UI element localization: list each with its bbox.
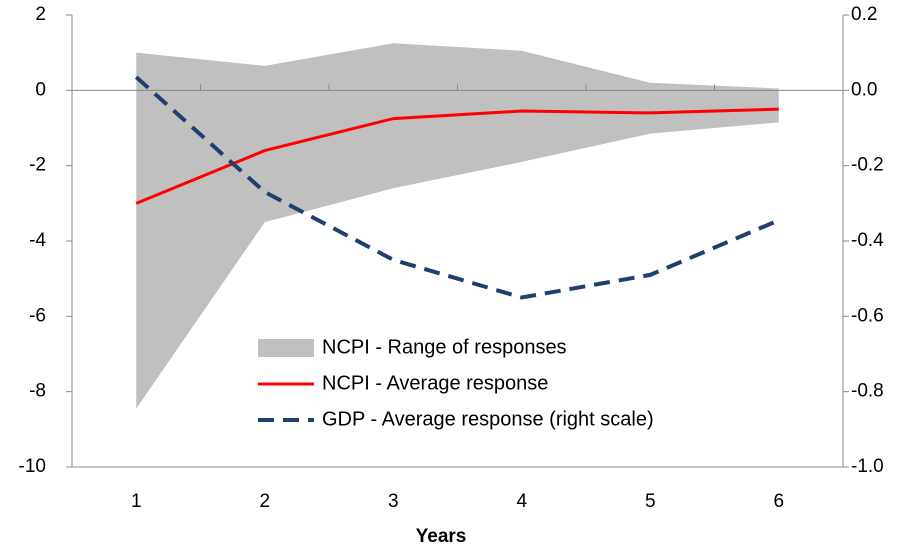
legend-label: GDP - Average response (right scale) [322,408,654,430]
range-area [136,43,779,409]
x-tick-label: 1 [131,491,142,512]
legend-label: NCPI - Range of responses [322,336,567,358]
y2-tick-label: -0.6 [851,305,884,326]
y2-tick-label: 0.2 [851,4,877,25]
y-tick-label: -6 [29,305,46,326]
y-tick-label: 2 [35,4,46,25]
y-tick-label: -4 [29,230,46,251]
line-series [135,107,779,205]
x-axis-title: Years [416,526,467,547]
y-tick-label: -8 [29,381,46,402]
y2-tick-label: -0.4 [851,230,884,251]
y-tick-label: 0 [35,79,46,100]
x-tick-label: 5 [645,491,656,512]
legend-label: NCPI - Average response [322,372,548,394]
x-tick-label: 3 [388,491,399,512]
y2-tick-label: -0.2 [851,155,884,176]
y-tick-label: -2 [29,155,46,176]
x-tick-label: 2 [259,491,270,512]
y2-tick-label: -1.0 [851,456,884,477]
x-tick-label: 4 [516,491,527,512]
line-series [134,75,780,300]
y2-tick-label: -0.8 [851,381,884,402]
y-tick-label: -10 [19,456,46,477]
legend-swatch [258,339,314,357]
y2-tick-label: 0.0 [851,79,877,100]
x-tick-label: 6 [773,491,784,512]
